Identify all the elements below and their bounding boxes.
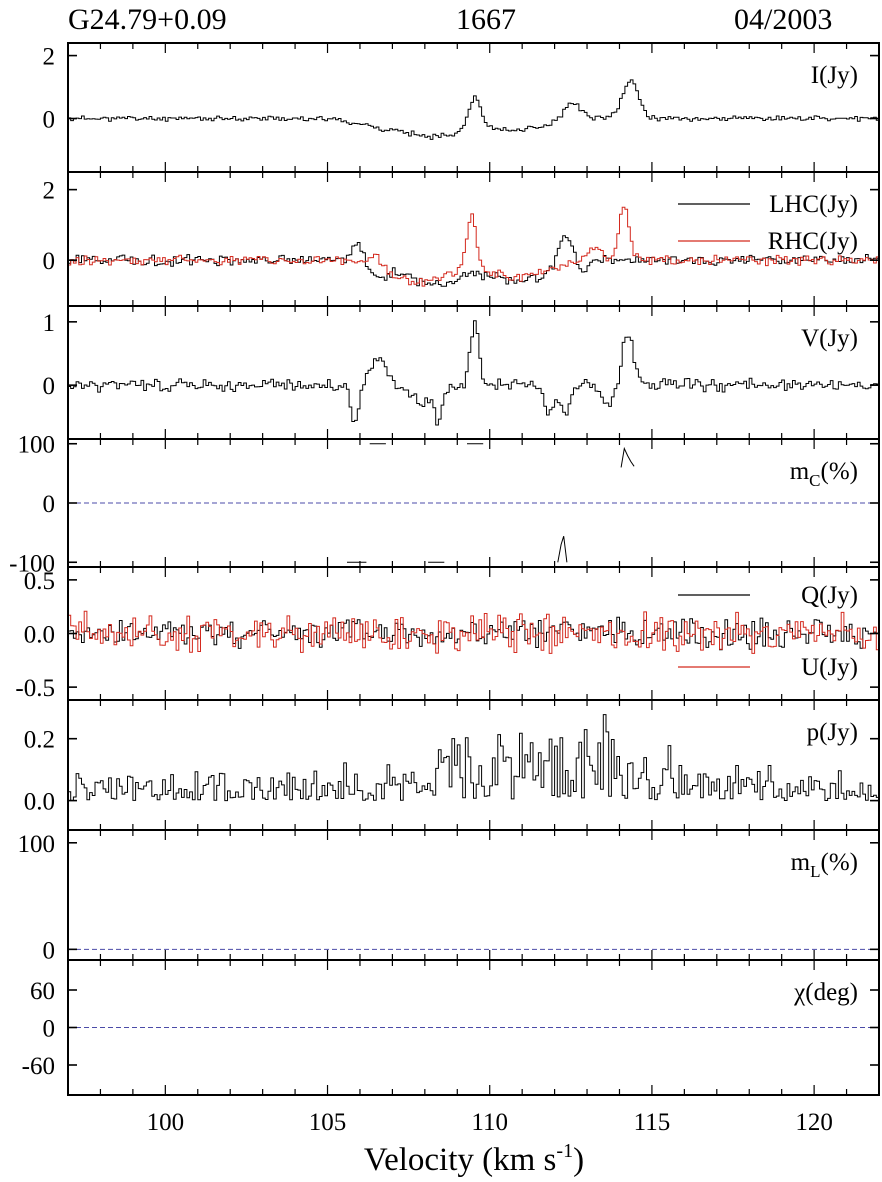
plot-area-QU xyxy=(68,610,879,654)
panel-label-chi: χ(deg) xyxy=(793,979,858,1006)
frame-I xyxy=(67,42,880,173)
panel-V: 1 0 V(Jy) xyxy=(43,305,880,440)
panel-label-I: I(Jy) xyxy=(811,62,858,89)
panel-label-suffix: (%) xyxy=(821,458,858,485)
xtick-label: 120 xyxy=(795,1109,833,1136)
plot-area-LR xyxy=(68,206,879,287)
panel-mL: 100 0 mL(%) xyxy=(18,829,880,964)
plot-area-I xyxy=(68,79,879,140)
xtick-label: 105 xyxy=(309,1109,347,1136)
legend-label-LR-1: RHC(Jy) xyxy=(768,228,858,255)
panel-label-V: V(Jy) xyxy=(801,325,858,352)
xtick-label: 110 xyxy=(471,1109,508,1136)
ytick-label: 60 xyxy=(30,978,55,1005)
panel-label-mL: mL(%) xyxy=(791,849,858,881)
panel-LR: 2 0 LHC(Jy) RHC(Jy) xyxy=(43,171,880,307)
x-axis-title-superscript: -1 xyxy=(556,1140,573,1162)
ytick-label: 0 xyxy=(43,373,56,400)
ytick-label: 0.5 xyxy=(24,568,55,595)
panel-QU: 0.5 0.0 -0.5 Q(Jy) U(Jy) xyxy=(15,566,880,702)
series-V-0 xyxy=(68,320,879,426)
panel-label-suffix: (%) xyxy=(821,849,858,876)
series-p-0 xyxy=(68,714,879,802)
frame-p xyxy=(67,699,880,831)
ytick-label: 1 xyxy=(43,310,56,337)
source-name: G24.79+0.09 xyxy=(68,3,227,36)
panel-label-p: p(Jy) xyxy=(807,719,858,746)
segment-mC-5 xyxy=(557,536,568,563)
date-label: 04/2003 xyxy=(734,3,833,36)
ytick-label: 2 xyxy=(43,178,56,205)
x-axis-title-end: ) xyxy=(573,1142,584,1178)
ytick-label: 0 xyxy=(43,1016,56,1043)
plot-area-mC xyxy=(347,443,635,563)
panel-p: 0.2 0.0 p(Jy) xyxy=(24,699,880,831)
ytick-label: 0 xyxy=(43,248,56,275)
ytick-label: -0.5 xyxy=(15,675,55,702)
panel-chi: 60 0 -60 χ(deg) xyxy=(22,959,880,1096)
series-LR-rhcjy xyxy=(68,206,879,287)
ytick-label: 0 xyxy=(43,937,56,964)
panel-I: 2 0 I(Jy) xyxy=(43,42,880,173)
ytick-label: 100 xyxy=(18,831,56,858)
frame-mL xyxy=(67,829,880,961)
legend-label-QU-1: U(Jy) xyxy=(801,654,858,681)
ytick-label: 100 xyxy=(18,432,56,459)
plot-area-V xyxy=(68,320,879,426)
legend-label-QU-0: Q(Jy) xyxy=(801,582,858,609)
series-QU-ujy xyxy=(68,610,879,654)
ytick-label: -60 xyxy=(22,1053,55,1080)
ytick-label: 0.2 xyxy=(24,727,55,754)
ytick-label: 0 xyxy=(43,491,56,518)
frame-LR xyxy=(67,171,880,307)
segment-mC-4 xyxy=(620,446,635,468)
series-I-0 xyxy=(68,79,879,140)
plot-area-p xyxy=(68,714,879,802)
ytick-label: 0.0 xyxy=(24,622,55,649)
xtick-label: 100 xyxy=(147,1109,185,1136)
ytick-label: 0.0 xyxy=(24,789,55,816)
legend-label-LR-0: LHC(Jy) xyxy=(769,191,858,218)
panel-mC: 100 0 -100 mC(%) xyxy=(9,432,880,577)
panel-label-mC: mC(%) xyxy=(790,458,858,490)
x-axis-title: Velocity (km s-1) xyxy=(364,1140,584,1178)
ytick-label: 2 xyxy=(43,44,56,71)
ytick-label: 0 xyxy=(43,107,56,134)
ytick-label: -100 xyxy=(9,550,55,577)
panel-label-subscript: L xyxy=(810,862,820,881)
panel-label-subscript: C xyxy=(809,471,820,490)
xtick-label: 115 xyxy=(634,1109,671,1136)
frequency-label: 1667 xyxy=(456,3,516,36)
